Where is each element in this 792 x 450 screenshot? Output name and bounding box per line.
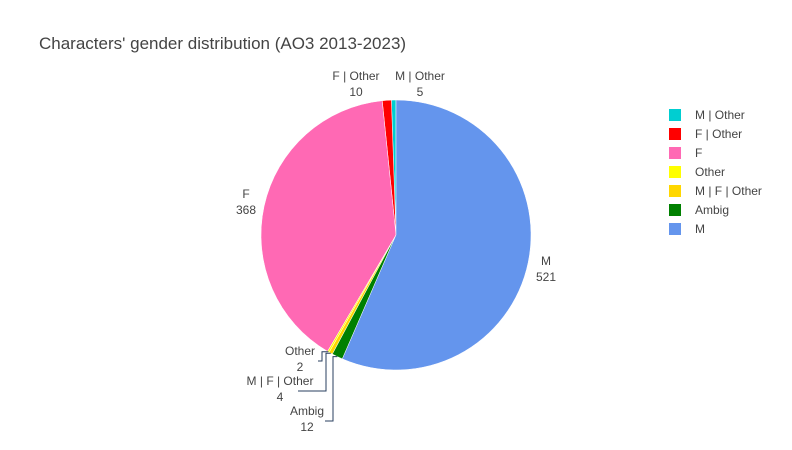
slice-value-f: 368 (236, 203, 256, 217)
legend-label-f: F (695, 146, 702, 160)
legend-swatch-f (669, 147, 681, 159)
leader-line-other (318, 351, 329, 362)
legend-label-m-other: M | Other (695, 108, 745, 122)
slice-label-m: M (541, 254, 551, 268)
slice-label-other: Other (285, 344, 315, 358)
pie-slice-f[interactable] (260, 100, 397, 352)
legend-label-other: Other (695, 165, 725, 179)
slice-value-m-other: 5 (417, 85, 424, 99)
leader-line-ambig (325, 356, 338, 422)
slice-label-m-other: M | Other (395, 69, 445, 83)
legend-item-f[interactable]: F (669, 146, 702, 160)
slice-label-ambig: Ambig (290, 404, 324, 418)
legend-label-f-other: F | Other (695, 127, 742, 141)
pie-slice-m[interactable] (342, 99, 532, 371)
legend-swatch-ambig (669, 204, 681, 216)
slice-value-ambig: 12 (300, 420, 314, 434)
legend-label-m: M (695, 222, 705, 236)
slice-label-f: F (242, 187, 249, 201)
leader-lines (298, 351, 338, 422)
legend-item-f-other[interactable]: F | Other (669, 127, 742, 141)
legend-swatch-f-other (669, 128, 681, 140)
legend-swatch-m-f-other (669, 185, 681, 197)
slice-labels: M | Other 5 F | Other 10 F 368 Other 2M | F | O… (236, 69, 556, 434)
legend-item-m-f-other[interactable]: M | F | Other (669, 184, 762, 198)
legend-swatch-m (669, 223, 681, 235)
legend-item-other[interactable]: Other (669, 165, 725, 179)
chart-title: Characters' gender distribution (AO3 201… (39, 34, 407, 53)
slice-value-m-f-other: 4 (277, 390, 284, 404)
slice-value-f-other: 10 (349, 85, 363, 99)
slice-label-f-other: F | Other (332, 69, 379, 83)
legend[interactable]: M | Other F | Other F Other M | F | Other Amb… (669, 108, 762, 236)
slice-value-other: 2 (297, 360, 304, 374)
legend-label-m-f-other: M | F | Other (695, 184, 762, 198)
legend-label-ambig: Ambig (695, 203, 729, 217)
slice-value-m: 521 (536, 270, 556, 284)
slice-label-m-f-other: M | F | Other (247, 374, 314, 388)
pie-slices (260, 99, 532, 371)
legend-swatch-other (669, 166, 681, 178)
legend-item-m-other[interactable]: M | Other (669, 108, 745, 122)
legend-item-ambig[interactable]: Ambig (669, 203, 729, 217)
legend-swatch-m-other (669, 109, 681, 121)
legend-item-m[interactable]: M (669, 222, 705, 236)
leader-line-m-f-other (298, 352, 331, 392)
